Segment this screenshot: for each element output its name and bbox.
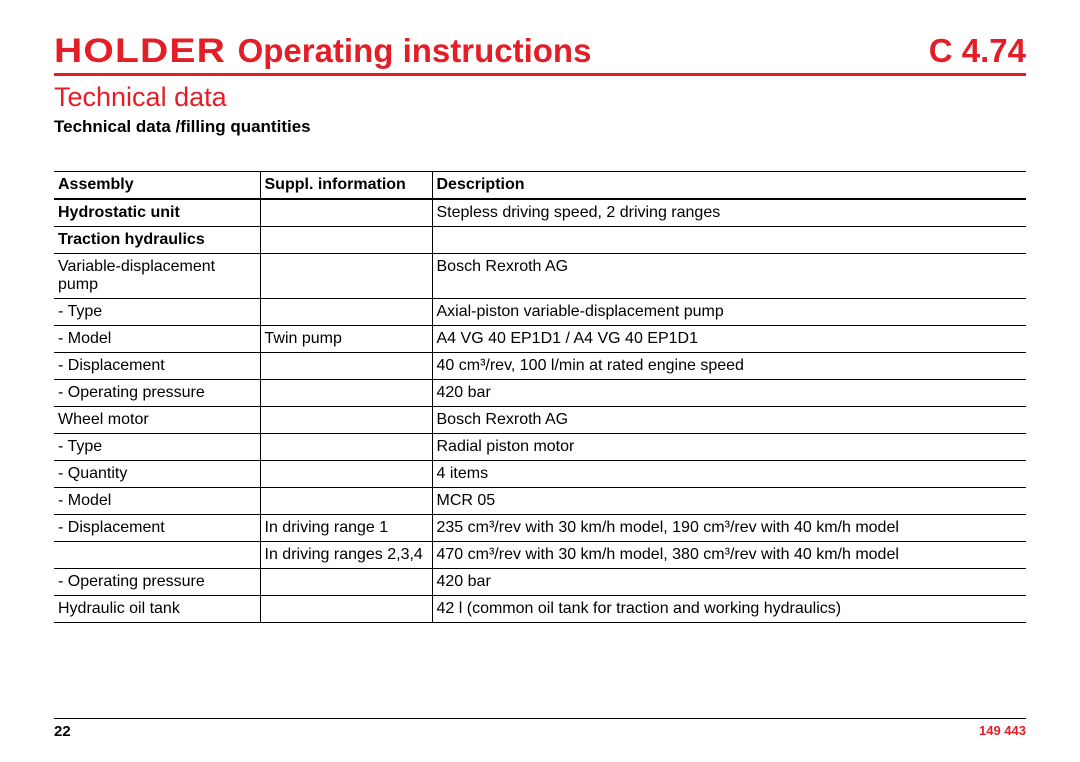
table-row: Variable-displacement pump Bosch Rexroth …: [54, 254, 1026, 299]
cell-assembly: - Operating pressure: [54, 569, 260, 596]
cell-suppl: [260, 569, 432, 596]
cell-description: MCR 05: [432, 488, 1026, 515]
cell-description: 40 cm³/rev, 100 l/min at rated engine sp…: [432, 353, 1026, 380]
cell-assembly: - Displacement: [54, 515, 260, 542]
table-row: - DisplacementIn driving range 1235 cm³/…: [54, 515, 1026, 542]
doc-number: 149 443: [979, 723, 1026, 740]
cell-description: [432, 227, 1026, 254]
cell-suppl: In driving range 1: [260, 515, 432, 542]
cell-description: Stepless driving speed, 2 driving ranges: [432, 199, 1026, 227]
cell-suppl: [260, 596, 432, 623]
col-description: Description: [432, 172, 1026, 200]
cell-suppl: [260, 353, 432, 380]
table-row: - Type Radial piston motor: [54, 434, 1026, 461]
cell-assembly: - Type: [54, 299, 260, 326]
page-number: 22: [54, 723, 71, 740]
cell-suppl: [260, 299, 432, 326]
doc-title: Operating instructions: [238, 32, 929, 70]
cell-description: 420 bar: [432, 380, 1026, 407]
cell-description: Bosch Rexroth AG: [432, 254, 1026, 299]
cell-suppl: [260, 488, 432, 515]
cell-suppl: [260, 380, 432, 407]
cell-suppl: Twin pump: [260, 326, 432, 353]
cell-description: 470 cm³/rev with 30 km/h model, 380 cm³/…: [432, 542, 1026, 569]
cell-description: 235 cm³/rev with 30 km/h model, 190 cm³/…: [432, 515, 1026, 542]
cell-assembly: - Displacement: [54, 353, 260, 380]
cell-suppl: [260, 199, 432, 227]
table-row: - Operating pressure 420 bar: [54, 569, 1026, 596]
cell-description: Axial-piston variable-displacement pump: [432, 299, 1026, 326]
cell-assembly: - Type: [54, 434, 260, 461]
cell-suppl: [260, 461, 432, 488]
col-assembly: Assembly: [54, 172, 260, 200]
cell-description: 42 l (common oil tank for traction and w…: [432, 596, 1026, 623]
subsection-heading: Technical data /filling quantities: [54, 117, 1026, 137]
page-footer: 22 149 443: [54, 718, 1026, 740]
table-header-row: Assembly Suppl. information Description: [54, 172, 1026, 200]
cell-assembly: - Operating pressure: [54, 380, 260, 407]
table-row: - Operating pressure 420 bar: [54, 380, 1026, 407]
section-heading: Technical data: [54, 82, 1026, 113]
cell-description: A4 VG 40 EP1D1 / A4 VG 40 EP1D1: [432, 326, 1026, 353]
cell-assembly: - Quantity: [54, 461, 260, 488]
table-row: Traction hydraulics: [54, 227, 1026, 254]
col-suppl: Suppl. information: [260, 172, 432, 200]
table-row: In driving ranges 2,3,4470 cm³/rev with …: [54, 542, 1026, 569]
cell-assembly: Wheel motor: [54, 407, 260, 434]
cell-assembly: [54, 542, 260, 569]
table-row: Hydrostatic unit Stepless driving speed, …: [54, 199, 1026, 227]
table-row: - Model MCR 05: [54, 488, 1026, 515]
cell-description: 4 items: [432, 461, 1026, 488]
cell-description: Bosch Rexroth AG: [432, 407, 1026, 434]
cell-assembly: Hydrostatic unit: [54, 199, 260, 227]
model-code: C 4.74: [929, 32, 1026, 70]
cell-assembly: Variable-displacement pump: [54, 254, 260, 299]
cell-suppl: [260, 254, 432, 299]
table-row: - Displacement 40 cm³/rev, 100 l/min at r…: [54, 353, 1026, 380]
page-header: HOLDER Operating instructions C 4.74: [54, 32, 1026, 76]
cell-assembly: Hydraulic oil tank: [54, 596, 260, 623]
table-row: - Type Axial-piston variable-displacement…: [54, 299, 1026, 326]
table-row: - ModelTwin pumpA4 VG 40 EP1D1 / A4 VG 4…: [54, 326, 1026, 353]
table-row: Wheel motor Bosch Rexroth AG: [54, 407, 1026, 434]
cell-description: Radial piston motor: [432, 434, 1026, 461]
cell-assembly: Traction hydraulics: [54, 227, 260, 254]
cell-assembly: - Model: [54, 326, 260, 353]
cell-suppl: [260, 227, 432, 254]
cell-assembly: - Model: [54, 488, 260, 515]
cell-description: 420 bar: [432, 569, 1026, 596]
brand-logo: HOLDER: [54, 32, 226, 71]
cell-suppl: [260, 407, 432, 434]
cell-suppl: In driving ranges 2,3,4: [260, 542, 432, 569]
table-row: Hydraulic oil tank 42 l (common oil tank …: [54, 596, 1026, 623]
table-row: - Quantity 4 items: [54, 461, 1026, 488]
cell-suppl: [260, 434, 432, 461]
tech-data-table: Assembly Suppl. information Description …: [54, 171, 1026, 623]
